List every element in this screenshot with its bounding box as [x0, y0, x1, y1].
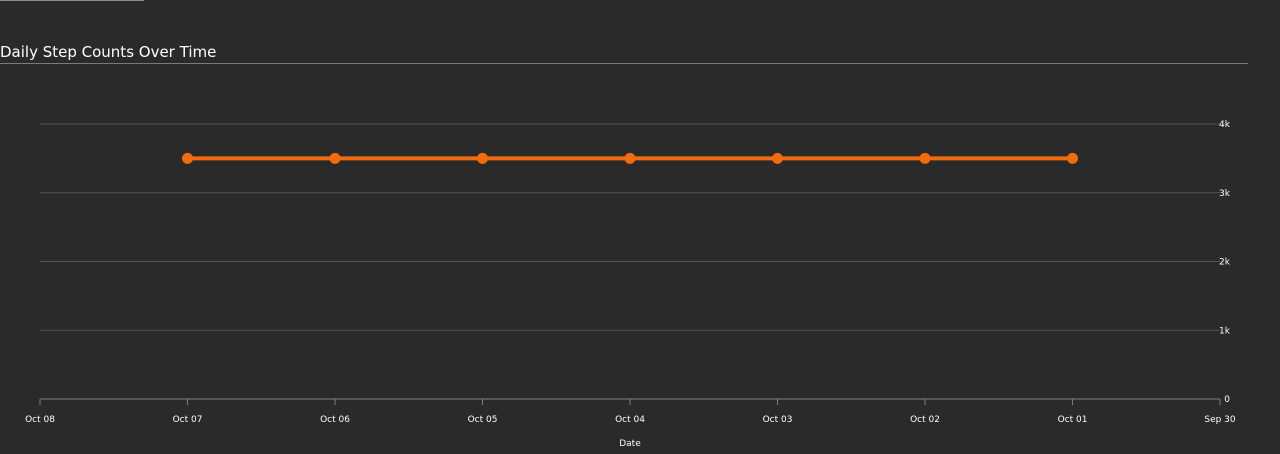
top-divider: [0, 0, 144, 1]
x-tick-label: Oct 07: [173, 415, 203, 425]
x-tick-label: Oct 08: [25, 415, 55, 425]
x-axis-title: Date: [619, 439, 641, 449]
title-divider-tick: [1238, 63, 1248, 64]
y-tick-label: 0: [1224, 395, 1230, 405]
x-tick-label: Sep 30: [1204, 415, 1236, 425]
data-point: [1067, 152, 1078, 164]
x-tick-label: Oct 05: [468, 415, 498, 425]
y-tick-label: 4k: [1219, 120, 1231, 130]
title-divider: [0, 63, 1238, 64]
data-point: [182, 152, 193, 164]
data-point: [624, 152, 636, 164]
data-point: [772, 152, 783, 164]
y-tick-label: 1k: [1219, 326, 1231, 336]
line-chart: 0 1k 2k 3k 4k Oct 08 Oct 07 Oct 06 Oct 05 Oct 04 O…: [25, 120, 1236, 449]
chart-title: Daily Step Counts Over Time: [0, 43, 217, 61]
y-tick-label: 3k: [1219, 189, 1231, 199]
x-tick-label: Oct 01: [1058, 415, 1088, 425]
y-tick-label: 2k: [1219, 258, 1231, 268]
data-point: [329, 152, 341, 164]
data-point: [919, 152, 931, 164]
x-tick-label: Oct 06: [320, 415, 350, 425]
x-tick-label: Oct 03: [763, 415, 793, 425]
data-point: [477, 152, 488, 164]
x-tick-label: Oct 04: [615, 415, 645, 425]
x-tick-label: Oct 02: [910, 415, 940, 425]
